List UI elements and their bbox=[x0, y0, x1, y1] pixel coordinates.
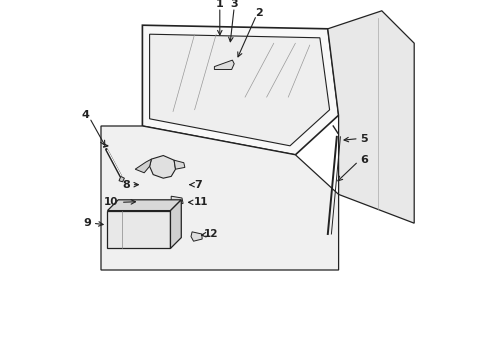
Bar bbox=[209, 177, 245, 189]
Text: 5: 5 bbox=[360, 134, 368, 144]
Text: 10: 10 bbox=[104, 197, 118, 207]
Circle shape bbox=[194, 233, 200, 239]
Text: 2: 2 bbox=[255, 8, 263, 18]
Circle shape bbox=[129, 219, 151, 240]
Bar bbox=[162, 204, 195, 214]
Bar bbox=[172, 237, 183, 245]
Circle shape bbox=[225, 50, 230, 55]
Polygon shape bbox=[107, 211, 171, 248]
Text: 12: 12 bbox=[204, 229, 218, 239]
Bar bbox=[172, 227, 183, 235]
Text: 1: 1 bbox=[216, 0, 223, 9]
Polygon shape bbox=[174, 160, 185, 169]
Bar bbox=[172, 217, 183, 225]
Circle shape bbox=[139, 192, 155, 208]
Polygon shape bbox=[107, 200, 181, 211]
Polygon shape bbox=[143, 25, 339, 155]
Polygon shape bbox=[191, 232, 202, 241]
Circle shape bbox=[217, 44, 222, 50]
Polygon shape bbox=[171, 200, 181, 248]
Bar bbox=[252, 177, 285, 189]
Circle shape bbox=[155, 159, 171, 175]
Circle shape bbox=[135, 225, 145, 235]
Bar bbox=[162, 177, 202, 189]
Bar bbox=[222, 49, 233, 57]
Polygon shape bbox=[143, 204, 153, 207]
Circle shape bbox=[159, 163, 166, 170]
Polygon shape bbox=[119, 176, 124, 182]
Bar bbox=[202, 204, 231, 214]
Polygon shape bbox=[149, 156, 175, 178]
Text: 8: 8 bbox=[123, 180, 130, 190]
Bar bbox=[270, 204, 295, 214]
Text: 3: 3 bbox=[230, 0, 238, 9]
Bar bbox=[213, 41, 226, 51]
Circle shape bbox=[220, 62, 227, 68]
Circle shape bbox=[144, 196, 151, 203]
Polygon shape bbox=[215, 60, 234, 69]
Bar bbox=[116, 204, 155, 214]
Bar bbox=[238, 204, 267, 214]
Circle shape bbox=[168, 167, 175, 175]
Text: 4: 4 bbox=[82, 110, 90, 120]
Text: 7: 7 bbox=[195, 180, 202, 190]
Text: 9: 9 bbox=[83, 218, 91, 228]
Polygon shape bbox=[328, 11, 414, 223]
Text: 6: 6 bbox=[360, 155, 368, 165]
Polygon shape bbox=[171, 196, 183, 205]
Polygon shape bbox=[149, 34, 330, 146]
Text: 11: 11 bbox=[194, 197, 208, 207]
Polygon shape bbox=[101, 126, 339, 270]
Polygon shape bbox=[135, 159, 151, 173]
Bar bbox=[108, 177, 155, 189]
